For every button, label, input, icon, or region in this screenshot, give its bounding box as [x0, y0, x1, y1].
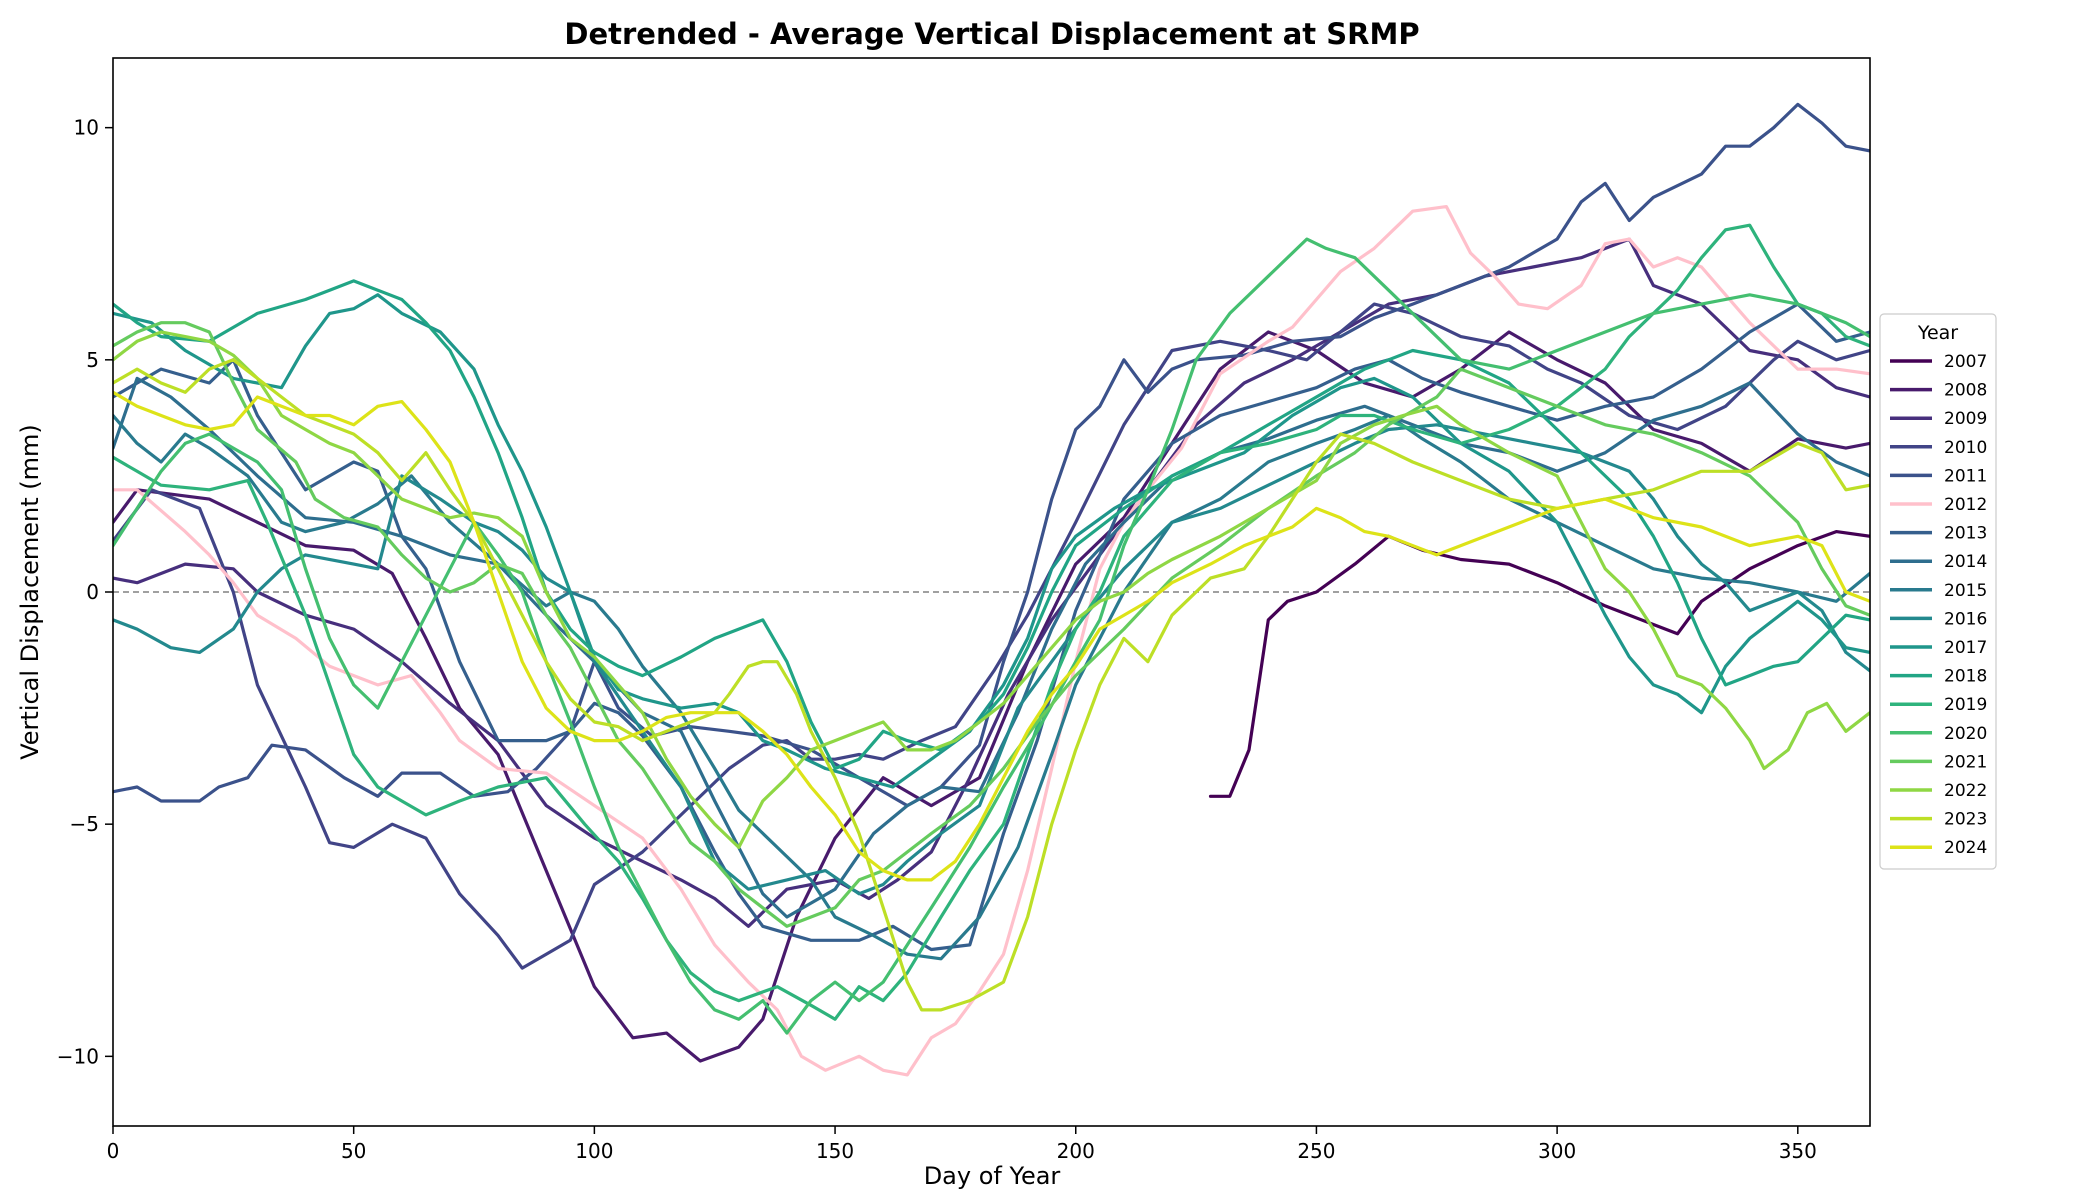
y-tick-label: 5 [86, 348, 99, 372]
series-line-2014 [113, 376, 1870, 919]
x-axis: 0 50 100 150 200 250 300 350 [107, 1126, 1817, 1163]
x-tick-label: 100 [575, 1139, 613, 1163]
series-line-2011 [113, 102, 1870, 808]
legend-label-2015: 2015 [1944, 581, 1987, 601]
series-line-2024 [113, 390, 1870, 882]
legend-label-2007: 2007 [1944, 352, 1987, 372]
chart-title: Detrended - Average Vertical Displacemen… [564, 17, 1419, 51]
series-line-2016 [113, 423, 1870, 896]
series-line-2023 [113, 358, 1870, 1012]
series-line-2010 [113, 302, 1870, 970]
legend-label-2020: 2020 [1944, 724, 1987, 744]
x-tick-label: 300 [1538, 1139, 1576, 1163]
x-tick-label: 0 [107, 1139, 120, 1163]
legend-label-2010: 2010 [1944, 438, 1987, 458]
series-line-2019 [113, 223, 1870, 1021]
legend-label-2011: 2011 [1944, 466, 1987, 486]
series-line-2013 [113, 302, 1870, 952]
x-tick-label: 150 [816, 1139, 854, 1163]
x-tick-label: 250 [1297, 1139, 1335, 1163]
legend-label-2013: 2013 [1944, 524, 1987, 544]
series-line-2008 [113, 330, 1870, 1063]
x-axis-label: Day of Year [924, 1162, 1061, 1190]
legend-label-2016: 2016 [1944, 609, 1987, 629]
y-tick-label: 0 [86, 580, 99, 604]
series-layer [113, 102, 1870, 1077]
series-line-2022 [113, 330, 1870, 849]
x-tick-label: 50 [341, 1139, 366, 1163]
legend-label-2022: 2022 [1944, 781, 1987, 801]
y-tick-label: −5 [70, 812, 99, 836]
y-tick-label: 10 [74, 116, 99, 140]
legend-label-2019: 2019 [1944, 695, 1987, 715]
y-axis-label: Vertical Displacement (mm) [16, 424, 44, 760]
legend-box [1879, 313, 1997, 870]
legend-label-2009: 2009 [1944, 409, 1987, 429]
legend: Year 2007 2008 2009 2010 2011 2012 2013 2014 201… [1879, 313, 1997, 870]
plot-area [112, 57, 1871, 1127]
legend-label-2012: 2012 [1944, 495, 1987, 515]
series-line-2021 [113, 321, 1870, 928]
legend-label-2017: 2017 [1944, 638, 1987, 658]
legend-label-2014: 2014 [1944, 552, 1987, 572]
y-axis: −10 −5 0 5 10 [57, 116, 113, 1068]
legend-label-2018: 2018 [1944, 667, 1987, 687]
legend-label-2024: 2024 [1944, 838, 1987, 858]
legend-title: Year [1917, 322, 1958, 344]
series-line-2009 [113, 237, 1870, 928]
x-tick-label: 200 [1057, 1139, 1095, 1163]
legend-label-2023: 2023 [1944, 810, 1987, 830]
legend-label-2008: 2008 [1944, 381, 1987, 401]
y-tick-label: −10 [57, 1044, 99, 1068]
legend-label-2021: 2021 [1944, 752, 1987, 772]
legend-items: 2007 2008 2009 2010 2011 2012 2013 2014 2015 2016… [1890, 352, 1987, 858]
series-line-2012 [113, 205, 1870, 1077]
x-tick-label: 350 [1779, 1139, 1817, 1163]
series-line-2020 [113, 237, 1870, 1035]
